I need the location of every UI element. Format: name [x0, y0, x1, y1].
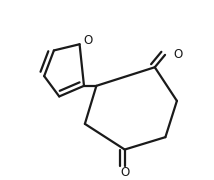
Text: O: O	[173, 48, 182, 61]
Text: O: O	[83, 34, 92, 47]
Text: O: O	[120, 166, 129, 179]
